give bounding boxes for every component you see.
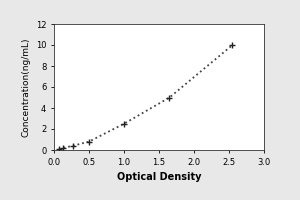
X-axis label: Optical Density: Optical Density: [117, 172, 201, 182]
Y-axis label: Concentration(ng/mL): Concentration(ng/mL): [21, 37, 30, 137]
